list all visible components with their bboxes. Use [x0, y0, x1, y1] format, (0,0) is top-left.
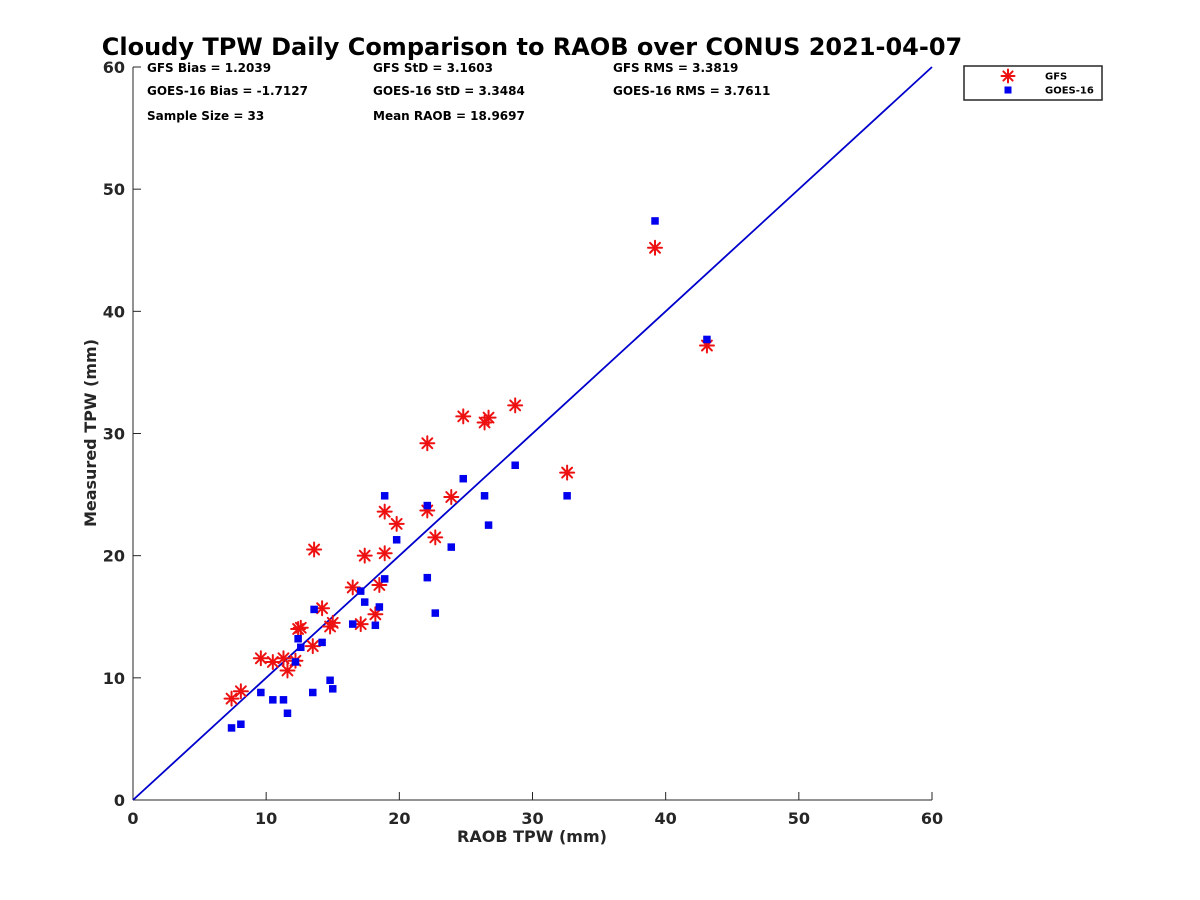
gfs-point: [376, 545, 393, 562]
y-tick-label: 20: [103, 547, 125, 566]
series-goes-16: [227, 217, 711, 732]
goes16-point: [237, 720, 245, 729]
gfs-point: [275, 650, 292, 667]
y-tick-label: 50: [103, 180, 125, 199]
data-points: [223, 217, 715, 732]
goes16-point: [651, 217, 659, 225]
goes16-point: [279, 696, 288, 704]
goes16-point: [511, 461, 519, 470]
legend-box: [963, 65, 1103, 101]
goes16-point: [431, 609, 440, 617]
goes16-point: [392, 536, 401, 544]
gfs-point: [292, 619, 309, 636]
goes16-point: [348, 620, 357, 628]
goes16-point: [375, 603, 384, 611]
x-tick-label: 0: [127, 809, 138, 828]
goes16-point: [309, 688, 317, 697]
gfs-point: [279, 662, 296, 679]
stat-text: GFS StD = 3.1603: [373, 61, 493, 75]
gfs-point: [306, 541, 323, 558]
plot-axes: 0 10 20 30 40 50 60 0 10 20 30 40 50 60: [103, 58, 943, 828]
goes16-point: [257, 688, 265, 697]
goes16-point: [269, 696, 277, 704]
gfs-point: [324, 614, 341, 631]
gfs-point: [223, 690, 240, 707]
goes16-point: [227, 724, 236, 732]
goes16-point: [318, 638, 326, 647]
goes16-point: [563, 492, 571, 500]
y-tick-label: 10: [103, 669, 125, 688]
series-gfs: [223, 239, 715, 707]
stat-text: GFS RMS = 3.3819: [613, 61, 738, 75]
gfs-point: [252, 650, 269, 667]
gfs-point: [314, 600, 331, 617]
legend-label: GFS: [1045, 72, 1067, 83]
legend-goes16-marker: [1004, 86, 1012, 94]
gfs-point: [455, 408, 472, 425]
gfs-point: [232, 683, 249, 700]
x-tick-label: 30: [521, 809, 543, 828]
x-tick-label: 20: [388, 809, 410, 828]
goes16-point: [326, 676, 334, 685]
legend-gfs-marker: [1000, 68, 1016, 84]
reference-line-group: [132, 66, 933, 801]
x-axis-label: RAOB TPW (mm): [457, 827, 607, 846]
goes16-point: [423, 573, 432, 582]
gfs-point: [647, 239, 664, 256]
goes16-point: [459, 474, 468, 483]
stat-text: GFS Bias = 1.2039: [147, 61, 271, 75]
x-tick-label: 50: [788, 809, 810, 828]
stats-panel: GFS Bias = 1.2039 GFS StD = 3.1603 GFS RMS…: [147, 61, 770, 123]
y-axis-label: Measured TPW (mm): [81, 339, 100, 527]
goes16-point: [297, 643, 305, 652]
stat-text: GOES-16 RMS = 3.7611: [613, 84, 770, 98]
y-tick-label: 40: [103, 302, 125, 321]
gfs-point: [264, 653, 281, 670]
stat-text: Sample Size = 33: [147, 109, 264, 123]
goes16-point: [380, 575, 389, 583]
x-tick-label: 60: [921, 809, 943, 828]
goes16-point: [294, 634, 302, 643]
gfs-point: [427, 529, 444, 546]
legend-label: GOES-16: [1045, 86, 1094, 97]
goes16-point: [484, 521, 493, 529]
gfs-point: [388, 515, 405, 532]
y-tick-label: 30: [103, 425, 125, 444]
goes16-point: [447, 543, 456, 551]
x-tick-label: 10: [255, 809, 277, 828]
y-tick-label: 0: [114, 791, 125, 810]
gfs-point: [419, 435, 436, 452]
gfs-point: [507, 397, 524, 414]
goes16-point: [423, 501, 432, 510]
legend: GFS GOES-16: [963, 65, 1103, 101]
goes16-point: [480, 492, 489, 500]
y-tick-label: 60: [103, 58, 125, 77]
gfs-point: [356, 547, 373, 564]
chart-title: Cloudy TPW Daily Comparison to RAOB over…: [102, 33, 962, 61]
gfs-point: [304, 638, 321, 655]
goes16-point: [283, 709, 292, 718]
goes16-point: [356, 587, 365, 595]
goes16-point: [360, 598, 369, 606]
stat-text: Mean RAOB = 18.9697: [373, 109, 525, 123]
gfs-point: [559, 464, 576, 481]
goes16-point: [703, 335, 711, 344]
one-to-one-line: [132, 66, 933, 801]
goes16-point: [371, 621, 380, 630]
x-tick-label: 40: [655, 809, 677, 828]
stat-text: GOES-16 Bias = -1.7127: [147, 84, 308, 98]
gfs-point: [480, 409, 497, 426]
goes16-point: [291, 658, 300, 666]
goes16-point: [310, 605, 318, 614]
gfs-point: [443, 489, 460, 506]
stat-text: GOES-16 StD = 3.3484: [373, 84, 525, 98]
gfs-point: [376, 503, 393, 520]
goes16-point: [329, 685, 337, 693]
gfs-point: [367, 606, 384, 623]
goes16-point: [380, 492, 389, 500]
